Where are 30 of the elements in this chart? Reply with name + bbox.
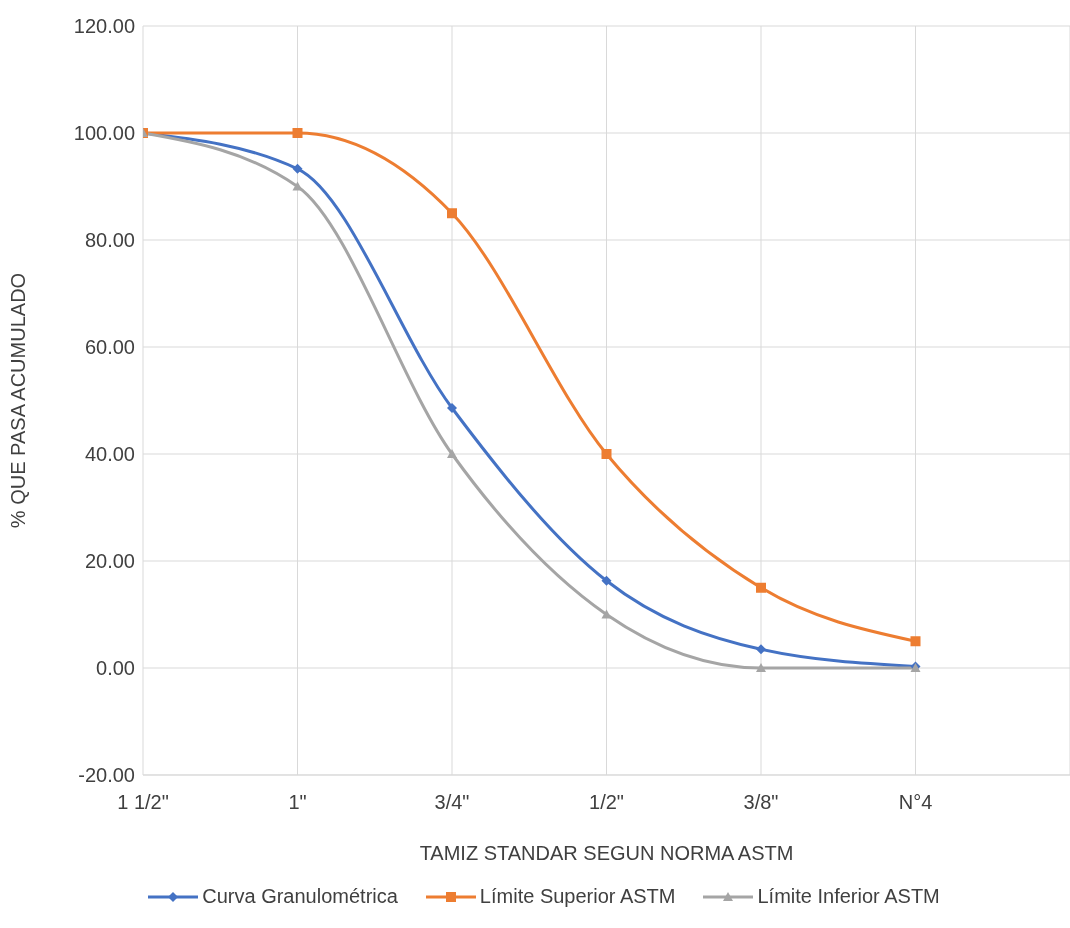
- x-tick-label: 3/4": [434, 791, 470, 814]
- y-tick-label: 100.00: [73, 122, 135, 145]
- y-tick-label: 40.00: [84, 443, 135, 466]
- y-tick-label: 80.00: [84, 229, 135, 252]
- y-tick-label: 20.00: [84, 550, 135, 573]
- y-tick-label: 0.00: [96, 657, 135, 680]
- x-axis-title: TAMIZ STANDAR SEGUN NORMA ASTM: [419, 842, 794, 864]
- point: [601, 575, 612, 586]
- point: [756, 582, 766, 593]
- x-tick-label: N°4: [898, 791, 933, 814]
- y-tick-label: 60.00: [84, 336, 135, 359]
- point: [447, 402, 457, 413]
- legend-label: Límite Inferior ASTM: [757, 885, 940, 908]
- point: [910, 636, 921, 647]
- x-tick-label: 3/8": [743, 791, 779, 814]
- x-tick-label: 1 1/2": [117, 791, 169, 814]
- point: [601, 449, 612, 459]
- point: [756, 663, 766, 672]
- point: [756, 644, 766, 655]
- legend-label: Límite Superior ASTM: [479, 885, 676, 908]
- legend-label: Curva Granulométrica: [202, 885, 398, 908]
- point: [447, 449, 457, 458]
- point: [292, 163, 303, 174]
- x-tick-label: 1/2": [589, 791, 624, 814]
- y-tick-label: 120.00: [73, 15, 135, 38]
- y-axis-title: % QUE PASA ACUMULADO: [7, 272, 30, 529]
- point: [447, 208, 457, 219]
- y-tick-label: -20.00: [78, 764, 135, 787]
- x-tick-label: 1": [288, 791, 307, 814]
- point: [292, 128, 303, 138]
